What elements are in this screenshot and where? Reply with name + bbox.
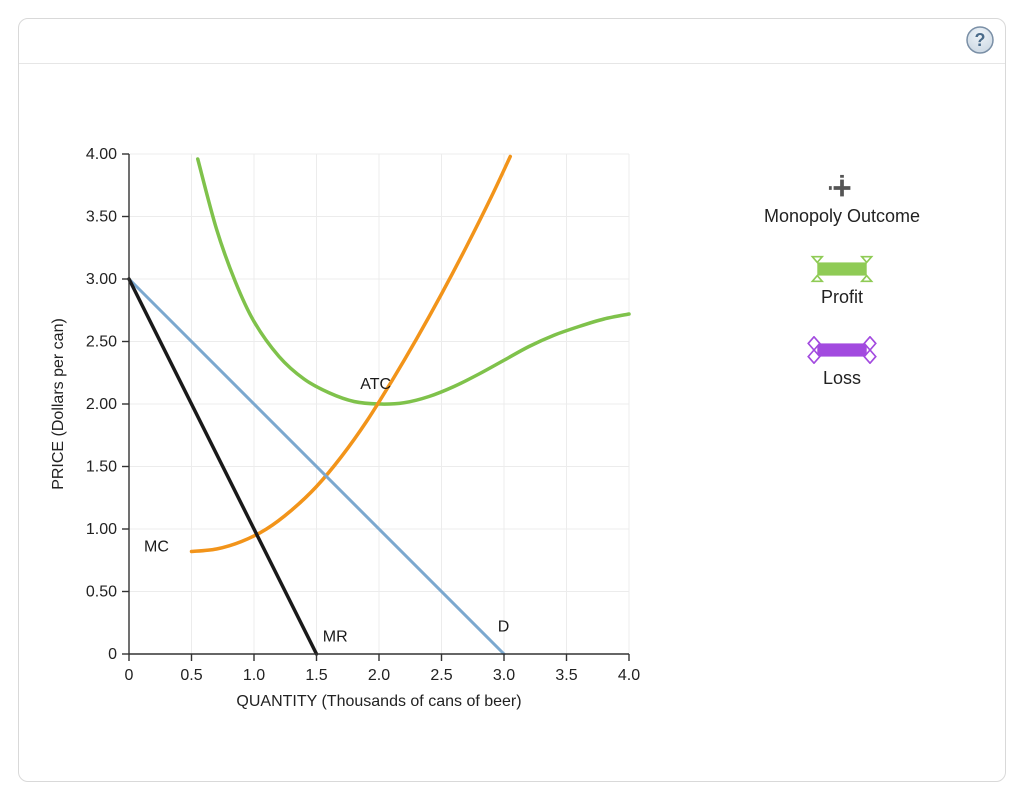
svg-text:1.50: 1.50 [86, 459, 117, 476]
legend-item-monopoly[interactable]: Monopoly Outcome [764, 174, 920, 245]
chart-area: 00.51.01.52.02.53.03.54.000.501.001.502.… [19, 64, 679, 782]
profit-swatch-icon [802, 255, 882, 283]
svg-text:0.5: 0.5 [180, 667, 202, 684]
svg-text:3.0: 3.0 [493, 667, 515, 684]
svg-text:?: ? [975, 30, 986, 50]
economics-chart[interactable]: 00.51.01.52.02.53.03.54.000.501.001.502.… [19, 64, 679, 764]
legend-item-profit[interactable]: Profit [802, 255, 882, 326]
svg-text:2.0: 2.0 [368, 667, 390, 684]
svg-text:MC: MC [144, 539, 169, 556]
svg-text:3.5: 3.5 [555, 667, 577, 684]
loss-swatch-icon [802, 336, 882, 364]
legend-label: Profit [821, 287, 863, 308]
legend-label: Monopoly Outcome [764, 206, 920, 227]
svg-text:1.0: 1.0 [243, 667, 265, 684]
svg-text:3.50: 3.50 [86, 209, 117, 226]
exercise-panel: ? 00.51.01.52.02.53.03.54.000.501.001.50… [18, 18, 1006, 782]
svg-text:QUANTITY (Thousands of cans of: QUANTITY (Thousands of cans of beer) [236, 693, 521, 710]
svg-text:MR: MR [323, 629, 348, 646]
help-icon: ? [965, 25, 995, 55]
svg-text:0: 0 [125, 667, 134, 684]
legend-label: Loss [823, 368, 861, 389]
legend-item-loss[interactable]: Loss [802, 336, 882, 407]
legend-area: Monopoly Outcome Profit [679, 64, 1005, 782]
panel-topbar: ? [19, 19, 1005, 64]
plus-marker-icon [802, 174, 882, 202]
svg-text:1.5: 1.5 [305, 667, 327, 684]
svg-text:2.5: 2.5 [430, 667, 452, 684]
svg-text:PRICE (Dollars per can): PRICE (Dollars per can) [50, 318, 67, 490]
svg-text:4.00: 4.00 [86, 146, 117, 163]
svg-text:0.50: 0.50 [86, 584, 117, 601]
svg-text:0: 0 [108, 646, 117, 663]
svg-text:2.00: 2.00 [86, 396, 117, 413]
svg-text:2.50: 2.50 [86, 334, 117, 351]
svg-text:1.00: 1.00 [86, 521, 117, 538]
svg-text:3.00: 3.00 [86, 271, 117, 288]
svg-text:4.0: 4.0 [618, 667, 640, 684]
svg-text:D: D [498, 619, 510, 636]
svg-text:ATC: ATC [360, 376, 391, 393]
help-button[interactable]: ? [965, 25, 995, 55]
